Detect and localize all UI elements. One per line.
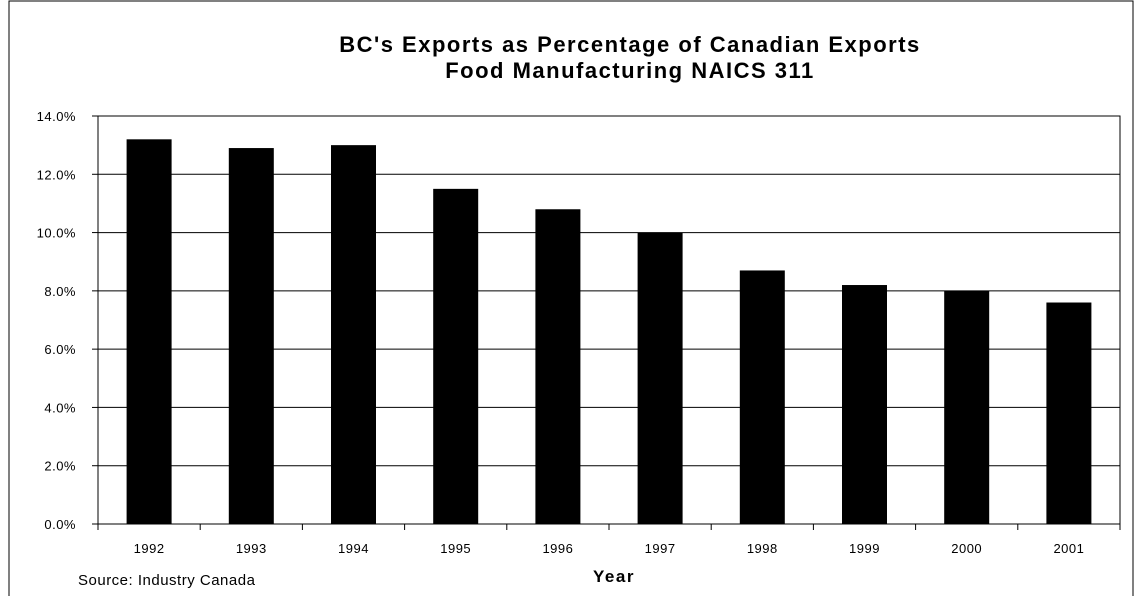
y-tick-label: 6.0% (44, 342, 76, 357)
bar (637, 232, 683, 525)
x-tick-label: 1999 (849, 541, 880, 556)
plot-area: 0.0% 2.0% 4.0% 6.0% 8.0% 10.0% 12.0% 14.0% 1992 1… (37, 109, 1121, 556)
chart-frame (8, 0, 1134, 596)
x-tick-label: 2000 (951, 541, 982, 556)
bar (126, 139, 172, 525)
x-axis-label: Year (593, 567, 635, 586)
y-tick-label: 0.0% (44, 517, 76, 532)
bar (842, 285, 887, 524)
bar (535, 209, 581, 524)
y-tick-label: 4.0% (44, 400, 76, 415)
bar (739, 270, 785, 524)
y-tick-label: 2.0% (44, 459, 76, 474)
x-tick-label: 1997 (645, 541, 676, 556)
x-tick-label: 1998 (747, 541, 778, 556)
source-note: Source: Industry Canada (78, 572, 256, 589)
x-tick-label: 1992 (134, 541, 165, 556)
x-tick-label: 1993 (236, 541, 267, 556)
bar (433, 188, 479, 524)
chart-title: BC's Exports as Percentage of Canadian E… (339, 32, 921, 57)
bar (331, 145, 376, 524)
y-tick-label: 12.0% (37, 167, 76, 182)
bar (1046, 302, 1092, 524)
x-tick-label: 1995 (440, 541, 471, 556)
y-tick-label: 8.0% (44, 284, 76, 299)
y-tick-label: 14.0% (37, 109, 76, 124)
x-tick-label: 2001 (1053, 541, 1084, 556)
chart-subtitle: Food Manufacturing NAICS 311 (445, 58, 815, 83)
y-tick-label: 10.0% (37, 226, 76, 241)
x-tick-label: 1994 (338, 541, 369, 556)
bar (944, 290, 990, 524)
bar (228, 148, 274, 525)
x-tick-label: 1996 (542, 541, 573, 556)
